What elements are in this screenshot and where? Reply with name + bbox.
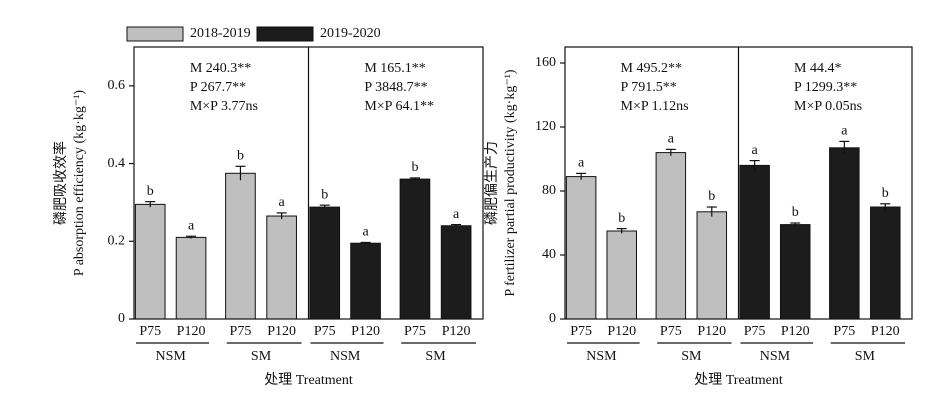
significance-letter: a bbox=[279, 195, 286, 210]
significance-letter: b bbox=[321, 187, 328, 202]
bar bbox=[696, 211, 728, 320]
significance-letter: a bbox=[841, 124, 848, 139]
bar bbox=[266, 215, 297, 320]
x-tick-label: P75 bbox=[404, 324, 426, 339]
x-tick-label: P75 bbox=[139, 324, 161, 339]
y-tick-label: 120 bbox=[535, 119, 556, 134]
x-axis-label: 处理 Treatment bbox=[694, 372, 783, 388]
bar bbox=[440, 225, 472, 320]
y-tick-label: 160 bbox=[535, 55, 556, 70]
legend-label: 2019-2020 bbox=[320, 26, 381, 41]
significance-letter: b bbox=[618, 211, 625, 226]
annotation: P 791.5** bbox=[621, 80, 677, 95]
group-label: SM bbox=[425, 349, 446, 364]
significance-letter: b bbox=[882, 186, 889, 201]
group-label: NSM bbox=[586, 349, 617, 364]
annotation: M×P 0.05ns bbox=[794, 99, 862, 114]
bar bbox=[175, 236, 207, 320]
group-label: SM bbox=[681, 349, 702, 364]
bar bbox=[655, 152, 687, 320]
x-tick-label: P75 bbox=[314, 324, 336, 339]
x-tick-label: P75 bbox=[570, 324, 592, 339]
x-tick-label: P120 bbox=[607, 324, 636, 339]
group-label: NSM bbox=[155, 349, 186, 364]
annotation: M 165.1** bbox=[364, 61, 425, 76]
bar bbox=[870, 206, 901, 320]
y-tick-label: 40 bbox=[542, 247, 556, 262]
legend-label: 2018-2019 bbox=[190, 26, 251, 41]
bar bbox=[225, 172, 256, 320]
x-tick-label: P75 bbox=[660, 324, 682, 339]
bar bbox=[350, 242, 381, 320]
y-tick-label: 80 bbox=[542, 183, 556, 198]
x-tick-label: P120 bbox=[267, 324, 296, 339]
bar bbox=[399, 178, 431, 320]
annotation: P 3848.7** bbox=[364, 80, 427, 95]
group-label: SM bbox=[251, 349, 272, 364]
group-label: SM bbox=[855, 349, 876, 364]
x-tick-label: P120 bbox=[697, 324, 726, 339]
x-tick-label: P75 bbox=[833, 324, 855, 339]
y-axis-label: P absorption efficiency (kg·kg⁻¹) bbox=[72, 90, 87, 276]
bar bbox=[134, 203, 166, 320]
x-axis-label: 处理 Treatment bbox=[264, 372, 353, 388]
y-tick-label: 0 bbox=[549, 311, 556, 326]
y-tick-label: 0.4 bbox=[108, 156, 126, 171]
annotation: M×P 64.1** bbox=[364, 99, 434, 114]
x-tick-label: P75 bbox=[744, 324, 766, 339]
significance-letter: a bbox=[668, 132, 675, 147]
group-label: NSM bbox=[330, 349, 361, 364]
y-tick-label: 0.6 bbox=[108, 78, 126, 93]
x-tick-label: P120 bbox=[177, 324, 206, 339]
significance-letter: b bbox=[792, 205, 799, 220]
annotation: M 495.2** bbox=[621, 61, 682, 76]
bar bbox=[309, 206, 341, 320]
annotation: P 267.7** bbox=[190, 80, 246, 95]
bar bbox=[606, 230, 637, 320]
annotation: M 44.4* bbox=[794, 61, 841, 76]
significance-letter: b bbox=[147, 184, 154, 199]
x-tick-label: P120 bbox=[871, 324, 900, 339]
y-tick-label: 0.2 bbox=[108, 234, 126, 249]
y-axis-label: 磷肥吸收效率 bbox=[52, 141, 69, 225]
group-label: NSM bbox=[760, 349, 791, 364]
bar bbox=[565, 176, 597, 320]
y-axis-label: P fertilizer partial productivity (kg·kg… bbox=[503, 69, 518, 297]
significance-letter: a bbox=[752, 143, 759, 158]
annotation: M×P 3.77ns bbox=[190, 99, 258, 114]
significance-letter: a bbox=[362, 225, 369, 240]
legend-swatch bbox=[126, 26, 184, 42]
bar bbox=[829, 147, 860, 320]
significance-letter: b bbox=[411, 160, 418, 175]
significance-letter: a bbox=[453, 207, 460, 222]
x-tick-label: P75 bbox=[230, 324, 252, 339]
significance-letter: b bbox=[708, 189, 715, 204]
annotation: M 240.3** bbox=[190, 61, 251, 76]
legend-swatch bbox=[256, 26, 314, 42]
annotation: P 1299.3** bbox=[794, 80, 857, 95]
x-tick-label: P120 bbox=[442, 324, 471, 339]
y-tick-label: 0 bbox=[118, 311, 125, 326]
bar bbox=[779, 224, 811, 320]
annotation: M×P 1.12ns bbox=[621, 99, 689, 114]
x-tick-label: P120 bbox=[781, 324, 810, 339]
x-tick-label: P120 bbox=[351, 324, 380, 339]
significance-letter: a bbox=[188, 218, 195, 233]
significance-letter: a bbox=[578, 156, 585, 171]
y-axis-label: 磷肥偏生产力 bbox=[484, 141, 500, 225]
significance-letter: b bbox=[237, 149, 244, 164]
bar bbox=[739, 164, 770, 320]
